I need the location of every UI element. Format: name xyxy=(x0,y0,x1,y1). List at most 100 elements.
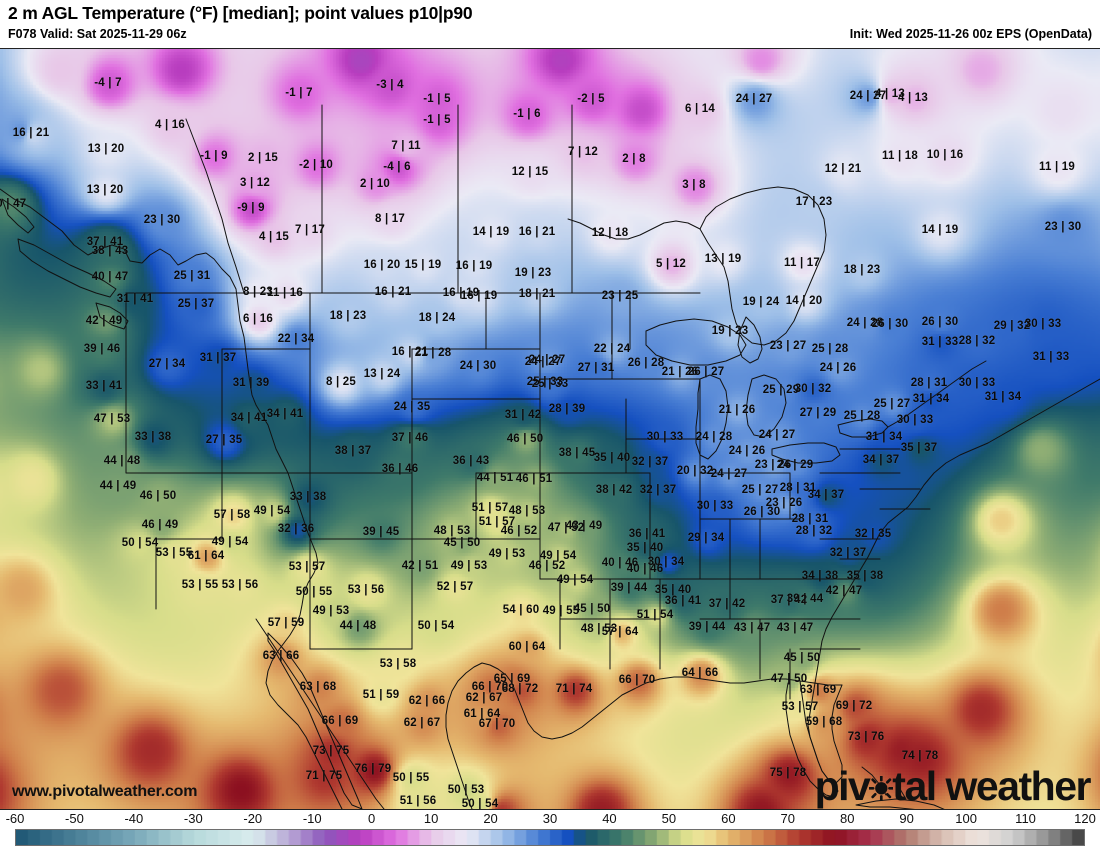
point-value-label: 40 | 47 xyxy=(91,271,129,283)
point-value-label: 75 | 78 xyxy=(769,767,807,779)
point-value-label: 11 | 17 xyxy=(784,257,820,269)
point-value-label: 76 | 79 xyxy=(354,763,392,775)
point-value-label: 7 | 11 xyxy=(391,140,421,152)
point-value-label: 74 | 78 xyxy=(901,750,939,762)
point-value-label: 40 | 46 xyxy=(626,563,664,575)
point-value-label: 20 | 32 xyxy=(676,465,714,477)
point-value-label: 24 | 27 xyxy=(710,468,748,480)
point-value-label: 31 | 33 xyxy=(1032,351,1070,363)
point-value-label: 51 | 57 xyxy=(478,516,516,528)
point-value-label: 38 | 42 xyxy=(595,484,633,496)
point-value-label: 31 | 42 xyxy=(504,409,542,421)
point-value-label: 39 | 46 xyxy=(83,343,121,355)
point-value-label: 16 | 19 xyxy=(442,287,480,299)
point-value-label: 4 | 13 xyxy=(898,92,928,104)
point-value-label: 23 | 25 xyxy=(601,290,639,302)
point-value-label: 46 | 52 xyxy=(528,560,566,572)
point-value-label: 62 | 66 xyxy=(408,695,446,707)
point-value-label: 27 | 29 xyxy=(799,407,837,419)
point-value-label: 42 | 51 xyxy=(401,560,439,572)
point-value-label: 57 | 64 xyxy=(601,626,639,638)
point-value-label: 12 | 15 xyxy=(511,166,549,178)
point-value-label: 16 | 21 xyxy=(12,127,50,139)
point-value-label: 36 | 41 xyxy=(628,528,666,540)
point-value-label: 57 | 59 xyxy=(267,617,305,629)
point-value-label: 26 | 28 xyxy=(627,357,665,369)
colorbar-tick: -30 xyxy=(183,811,203,826)
colorbar-gradient xyxy=(16,830,1084,845)
point-value-label: 27 | 31 xyxy=(577,362,615,374)
point-value-label: 25 | 29 xyxy=(762,384,800,396)
colorbar-tick: -50 xyxy=(65,811,84,826)
point-value-label: 62 | 67 xyxy=(465,692,503,704)
point-value-label: 30 | 33 xyxy=(646,431,684,443)
point-value-label: 11 | 18 xyxy=(882,150,918,162)
point-value-label: 25 | 33 xyxy=(531,378,569,390)
point-value-label: 53 | 55 xyxy=(181,579,219,591)
point-value-label: 36 | 43 xyxy=(452,455,490,467)
point-value-label: 68 | 72 xyxy=(501,683,539,695)
point-value-label: 49 | 55 xyxy=(542,605,580,617)
point-value-label: 48 | 53 xyxy=(508,505,546,517)
point-value-label: -3 | 4 xyxy=(376,79,404,91)
point-value-label: 21 | 26 xyxy=(661,366,699,378)
sun-icon xyxy=(867,767,894,802)
point-value-label: 44 | 49 xyxy=(99,480,137,492)
point-value-label: 42 | 47 xyxy=(825,585,863,597)
point-value-label: 22 | 34 xyxy=(277,333,315,345)
point-value-label: 21 | 26 xyxy=(718,404,756,416)
point-value-label: 23 | 26 xyxy=(754,459,792,471)
point-value-label: 11 | 19 xyxy=(1039,161,1075,173)
point-value-label: 28 | 31 xyxy=(791,513,829,525)
point-value-label: 30 | 33 xyxy=(896,414,934,426)
point-value-label: 27 | 34 xyxy=(148,358,186,370)
point-value-label: 45 | 50 xyxy=(783,652,821,664)
colorbar-tick-labels: -60 -50 -40 -30 -20 -10 0 10 20 30 40 50 60 70 80 90 100… xyxy=(0,811,1100,828)
point-value-label: 37 | 42 xyxy=(708,598,746,610)
point-value-label: 25 | 31 xyxy=(173,270,211,282)
colorbar-tick: -60 xyxy=(5,811,25,826)
point-value-label: 25 | 27 xyxy=(741,484,779,496)
point-value-label: 49 | 54 xyxy=(539,550,577,562)
point-value-label: 15 | 19 xyxy=(404,259,442,271)
point-value-label: 24 | 27 xyxy=(758,429,796,441)
point-value-label: 49 | 53 xyxy=(488,548,526,560)
point-value-label: 63 | 66 xyxy=(262,650,300,662)
point-value-label: 18 | 21 xyxy=(518,288,556,300)
brand-text-after: tal weather xyxy=(892,763,1091,809)
point-value-label: 35 | 37 xyxy=(900,442,938,454)
site-url-watermark: www.pivotalweather.com xyxy=(12,783,198,800)
point-value-label: 49 | 54 xyxy=(211,536,249,548)
point-value-label: 51 | 59 xyxy=(362,689,400,701)
point-value-label: 14 | 19 xyxy=(921,224,959,236)
point-value-label: 28 | 39 xyxy=(548,403,586,415)
point-value-label: 35 | 38 xyxy=(846,570,884,582)
point-value-label: 48 | 53 xyxy=(580,623,618,635)
point-value-label: 19 | 24 xyxy=(742,296,780,308)
colorbar-tick: 0 xyxy=(368,811,376,826)
point-value-label: 3 | 8 xyxy=(682,179,706,191)
point-value-label: 24 | 30 xyxy=(459,360,497,372)
point-value-label: 43 | 49 xyxy=(565,520,603,532)
point-value-label: 38 | 37 xyxy=(334,445,372,457)
colorbar-tick: 20 xyxy=(483,811,498,826)
point-value-label: 39 | 44 xyxy=(688,621,726,633)
point-value-label: 25 | 37 xyxy=(177,298,215,310)
point-value-label: 6 | 14 xyxy=(685,103,715,115)
colorbar-tick: -40 xyxy=(124,811,144,826)
point-value-label: 50 | 55 xyxy=(295,586,333,598)
point-value-label: 19 | 23 xyxy=(711,325,749,337)
point-value-label: 28 | 31 xyxy=(779,482,817,494)
point-value-label: 16 | 21 xyxy=(391,346,429,358)
point-value-label: 13 | 20 xyxy=(87,143,125,155)
point-value-label: 2 | 10 xyxy=(360,178,390,190)
point-value-label: 2 | 15 xyxy=(248,152,278,164)
point-value-label: 18 | 24 xyxy=(418,312,456,324)
point-value-label: 53 | 57 xyxy=(288,561,326,573)
point-value-label: 61 | 64 xyxy=(187,550,225,562)
point-value-label: 11 | 16 xyxy=(267,287,303,299)
point-value-label: 53 | 56 xyxy=(221,579,259,591)
